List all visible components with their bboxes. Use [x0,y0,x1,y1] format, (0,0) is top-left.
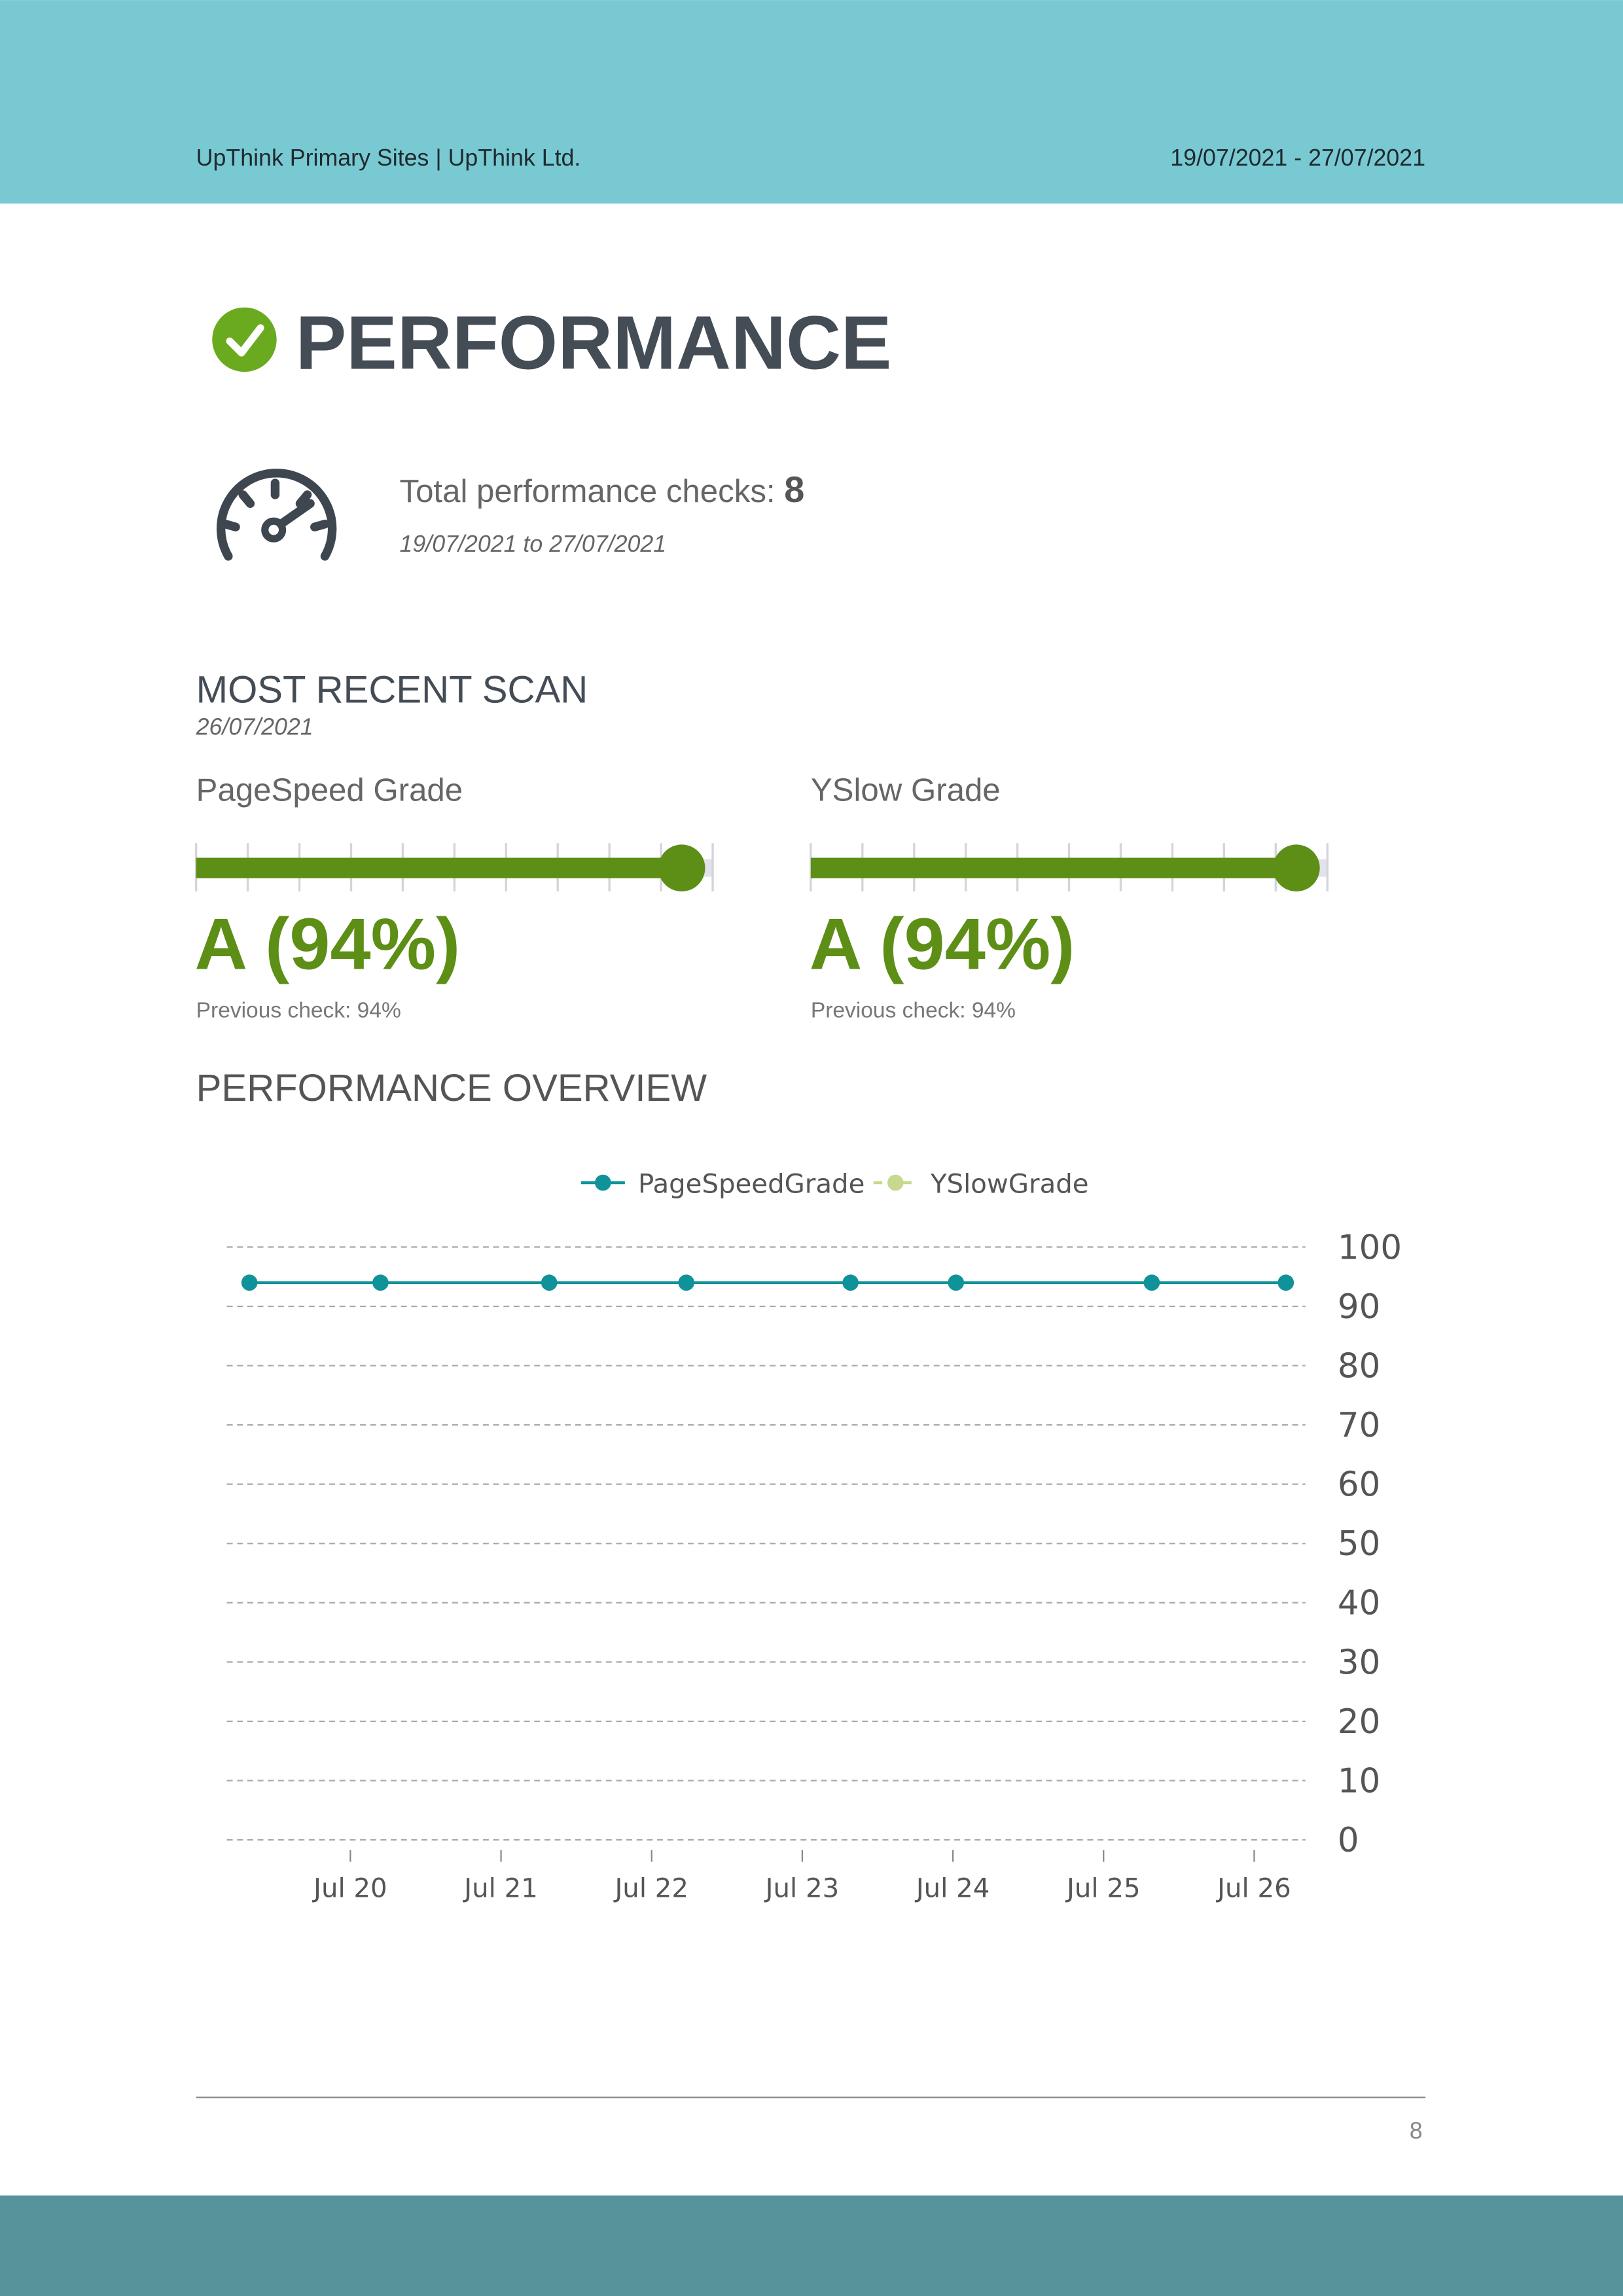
series-point [948,1274,965,1291]
section-heading: MOST RECENT SCAN [196,669,588,711]
checks-count: 8 [784,469,804,510]
legend-label: YSlowGrade [930,1170,1089,1200]
check-mark [226,324,264,357]
page-number: 8 [1410,2117,1423,2144]
y-tick-label: 40 [1338,1584,1380,1623]
grades: PageSpeed Grade A (94%) Previous check: 94… [194,772,1329,1022]
y-tick-label: 90 [1338,1287,1380,1327]
series-point [241,1274,258,1291]
chart: 0 10 20 30 40 50 60 70 80 90 100 Jul 20 Jul 21 Jul 22… [226,1170,1402,1903]
header-period: 19/07/2021 - 27/07/2021 [1170,145,1425,171]
y-tick-label: 60 [1338,1465,1380,1505]
legend-marker [595,1174,611,1191]
grade-score: A (94%) [194,903,460,985]
slider-fill [810,857,1296,878]
footer-band [0,2195,1623,2296]
y-tick-label: 80 [1338,1346,1380,1386]
checks-summary: Total performance checks: 8 [399,469,804,510]
x-tick-label: Jul 23 [764,1873,840,1903]
header-site: UpThink Primary Sites | UpThink Ltd. [196,145,581,171]
x-tick-label: Jul 22 [613,1873,688,1903]
page-title: PERFORMANCE [296,300,892,386]
scan-date: 26/07/2021 [196,714,313,740]
slider-knob [1273,844,1320,891]
series-point [541,1274,558,1291]
grade-title: YSlow Grade [811,772,1001,808]
legend-marker [887,1174,904,1191]
x-tick-label: Jul 20 [312,1873,387,1903]
y-tick-label: 70 [1338,1406,1380,1445]
y-tick-label: 10 [1338,1761,1380,1801]
header-band [0,0,1623,204]
y-tick-label: 0 [1338,1821,1359,1860]
y-tick-label: 50 [1338,1524,1380,1564]
x-tick-label: Jul 26 [1215,1873,1291,1903]
series-point [1143,1274,1160,1291]
series-point [1277,1274,1294,1291]
check-icon [212,307,277,372]
x-tick-label: Jul 25 [1065,1873,1141,1903]
y-tick-label: 100 [1338,1228,1402,1267]
checks-range: 19/07/2021 to 27/07/2021 [399,531,666,557]
y-tick-label: 30 [1338,1643,1380,1682]
x-tick-label: Jul 24 [914,1873,990,1903]
grade-score: A (94%) [810,903,1075,985]
slider-knob [658,844,705,891]
section-heading: PERFORMANCE OVERVIEW [196,1067,707,1109]
previous-check: Previous check: 94% [811,998,1016,1022]
series-point [678,1274,694,1291]
gauge-icon [216,469,337,561]
checks-label: Total performance checks: [399,473,775,509]
series-point [372,1274,389,1291]
series-point [842,1274,859,1291]
previous-check: Previous check: 94% [196,998,401,1022]
grade-title: PageSpeed Grade [196,772,463,808]
legend-label: PageSpeedGrade [638,1170,865,1200]
slider-fill [196,857,682,878]
y-tick-label: 20 [1338,1702,1380,1742]
x-tick-label: Jul 21 [462,1873,538,1903]
